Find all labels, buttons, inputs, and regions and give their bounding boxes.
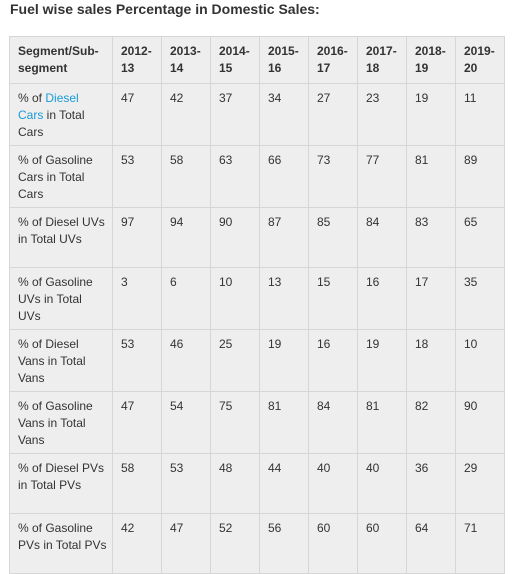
table-cell: 71 [455, 513, 505, 574]
table-cell: 54 [161, 391, 211, 454]
column-header-year: 2016- 17 [308, 36, 358, 84]
column-header-year: 2012- 13 [112, 36, 162, 84]
table-cell: 83 [406, 207, 456, 268]
table-cell: 65 [455, 207, 505, 268]
table-cell: 13 [259, 267, 309, 330]
table-cell: 90 [455, 391, 505, 454]
table-cell: 97 [112, 207, 162, 268]
table-cell: 73 [308, 145, 358, 208]
table-cell: 11 [455, 83, 505, 146]
table-cell: 19 [259, 329, 309, 392]
table-cell: 89 [455, 145, 505, 208]
row-label: % of Diesel Vans in Total Vans [9, 329, 113, 392]
column-header-year: 2015- 16 [259, 36, 309, 84]
row-label: % of Diesel PVs in Total PVs [9, 453, 113, 514]
table-cell: 3 [112, 267, 162, 330]
table-cell: 15 [308, 267, 358, 330]
table-cell: 19 [406, 83, 456, 146]
table-cell: 6 [161, 267, 211, 330]
table-header-row: Segment/Sub- segment 2012- 13 2013- 14 2… [9, 36, 505, 84]
column-header-year: 2014- 15 [210, 36, 260, 84]
table-cell: 66 [259, 145, 309, 208]
column-header-segment: Segment/Sub- segment [9, 36, 113, 84]
diesel-cars-link[interactable]: Diesel Cars [18, 91, 79, 122]
table-cell: 53 [112, 145, 162, 208]
row-label: % of Gasoline Vans in Total Vans [9, 391, 113, 454]
table-row: % of Diesel UVs in Total UVs 97 94 90 87… [9, 207, 505, 268]
column-header-year: 2019- 20 [455, 36, 505, 84]
table-cell: 16 [308, 329, 358, 392]
table-cell: 46 [161, 329, 211, 392]
table-cell: 17 [406, 267, 456, 330]
table-cell: 48 [210, 453, 260, 514]
table-cell: 25 [210, 329, 260, 392]
table-cell: 53 [161, 453, 211, 514]
table-cell: 10 [210, 267, 260, 330]
table-row: % of Diesel Vans in Total Vans 53 46 25 … [9, 329, 505, 392]
table-cell: 77 [357, 145, 407, 208]
table-cell: 53 [112, 329, 162, 392]
row-label-prefix: % of [18, 91, 46, 105]
table-cell: 81 [406, 145, 456, 208]
table-cell: 29 [455, 453, 505, 514]
table-cell: 23 [357, 83, 407, 146]
table-cell: 19 [357, 329, 407, 392]
table-row: % of Gasoline Vans in Total Vans 47 54 7… [9, 391, 505, 454]
table-cell: 60 [357, 513, 407, 574]
page-title: Fuel wise sales Percentage in Domestic S… [10, 1, 320, 17]
row-label: % of Gasoline UVs in Total UVs [9, 267, 113, 330]
table-cell: 81 [259, 391, 309, 454]
table-cell: 75 [210, 391, 260, 454]
table-cell: 40 [357, 453, 407, 514]
table-cell: 60 [308, 513, 358, 574]
table-cell: 84 [357, 207, 407, 268]
table-cell: 64 [406, 513, 456, 574]
table-cell: 58 [112, 453, 162, 514]
column-header-year: 2017- 18 [357, 36, 407, 84]
row-label: % of Gasoline PVs in Total PVs [9, 513, 113, 574]
column-header-year: 2018- 19 [406, 36, 456, 84]
table-cell: 81 [357, 391, 407, 454]
row-label: % of Diesel UVs in Total UVs [9, 207, 113, 268]
table-cell: 94 [161, 207, 211, 268]
table-row: % of Diesel PVs in Total PVs 58 53 48 44… [9, 453, 505, 514]
table-cell: 56 [259, 513, 309, 574]
table-row: % of Gasoline PVs in Total PVs 42 47 52 … [9, 513, 505, 574]
table-cell: 47 [112, 391, 162, 454]
table-cell: 27 [308, 83, 358, 146]
table-cell: 82 [406, 391, 456, 454]
table-row: % of Gasoline UVs in Total UVs 3 6 10 13… [9, 267, 505, 330]
table-cell: 52 [210, 513, 260, 574]
row-label: % of Gasoline Cars in Total Cars [9, 145, 113, 208]
table-cell: 42 [112, 513, 162, 574]
fuel-sales-table: Segment/Sub- segment 2012- 13 2013- 14 2… [9, 36, 505, 574]
table-cell: 18 [406, 329, 456, 392]
table-cell: 34 [259, 83, 309, 146]
table-cell: 58 [161, 145, 211, 208]
table-cell: 90 [210, 207, 260, 268]
table-cell: 37 [210, 83, 260, 146]
row-label: % of Diesel Cars in Total Cars [9, 83, 113, 146]
table-cell: 16 [357, 267, 407, 330]
table-cell: 10 [455, 329, 505, 392]
table-cell: 47 [161, 513, 211, 574]
table-cell: 85 [308, 207, 358, 268]
row-label-suffix: in Total Cars [18, 108, 85, 139]
table-cell: 87 [259, 207, 309, 268]
table-cell: 42 [161, 83, 211, 146]
table-cell: 47 [112, 83, 162, 146]
table-cell: 35 [455, 267, 505, 330]
table-cell: 84 [308, 391, 358, 454]
table-cell: 63 [210, 145, 260, 208]
table-cell: 44 [259, 453, 309, 514]
column-header-year: 2013- 14 [161, 36, 211, 84]
table-row: % of Diesel Cars in Total Cars 47 42 37 … [9, 83, 505, 146]
table-cell: 40 [308, 453, 358, 514]
table-cell: 36 [406, 453, 456, 514]
table-row: % of Gasoline Cars in Total Cars 53 58 6… [9, 145, 505, 208]
